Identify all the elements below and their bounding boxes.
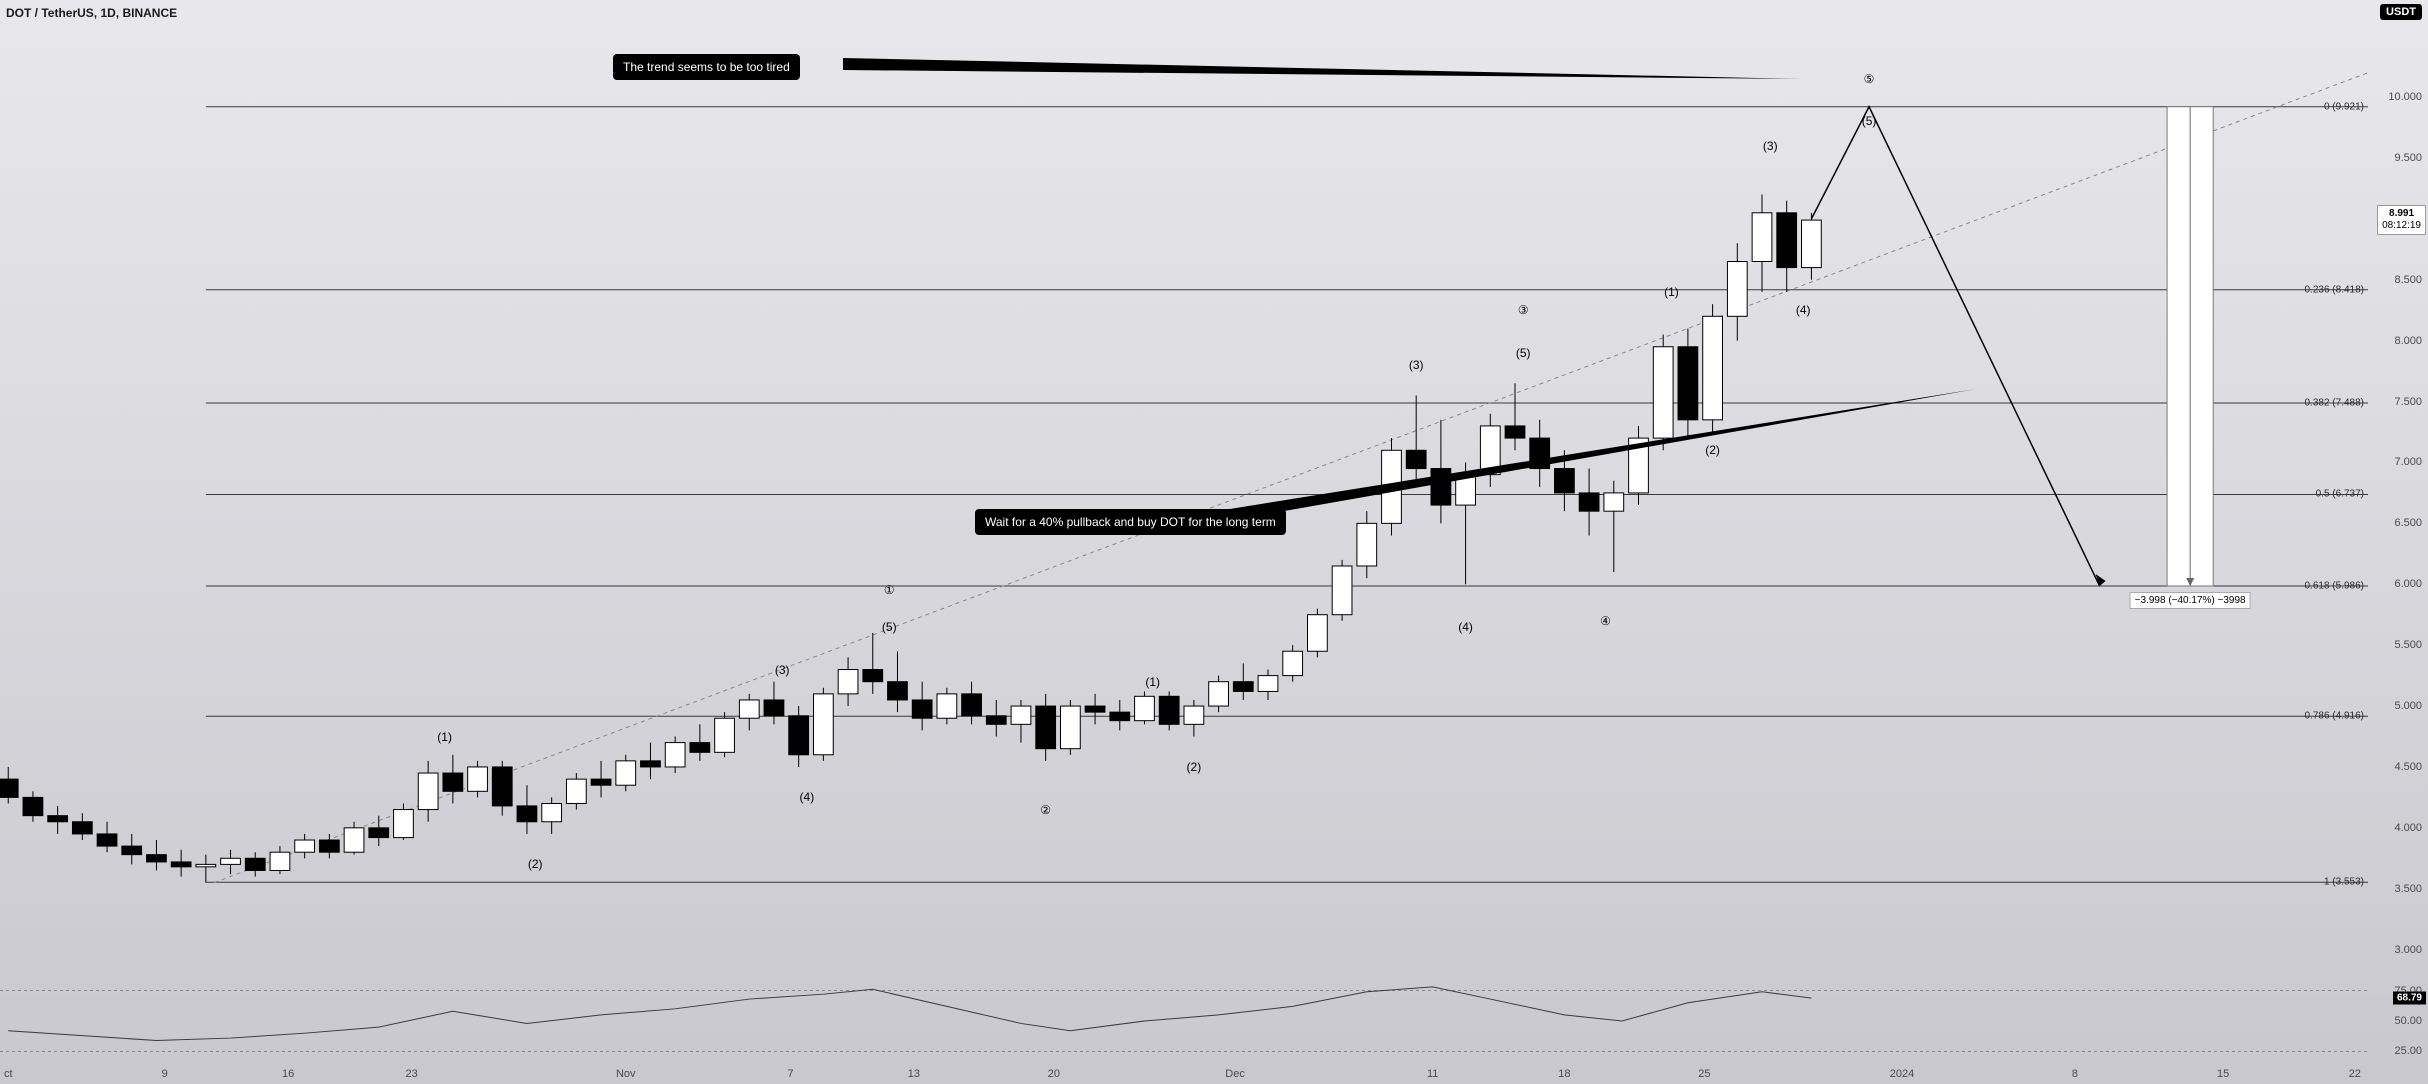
time-tick: 20 bbox=[1048, 1068, 1060, 1080]
rsi-tick: 50.00 bbox=[2394, 1015, 2422, 1027]
time-tick: 16 bbox=[282, 1068, 294, 1080]
fib-label: 0.5 (6.737) bbox=[2316, 489, 2364, 500]
wave-label: (5) bbox=[1516, 346, 1531, 360]
wave-label: ⑤ bbox=[1864, 72, 1875, 86]
rsi-panel[interactable] bbox=[0, 982, 2368, 1060]
main-chart[interactable]: (1) (2) (3) (4) (5) ① ② (1) (2) (3) (4) (5) ③ ④ (1) (2)… bbox=[0, 24, 2368, 974]
fib-label: 0.618 (5.986) bbox=[2305, 580, 2365, 591]
wave-label: (3) bbox=[775, 663, 790, 677]
price-tick: 4.000 bbox=[2394, 822, 2422, 834]
time-tick: ct bbox=[4, 1068, 13, 1080]
price-tick: 3.500 bbox=[2394, 883, 2422, 895]
last-price-flag: 8.99108:12:19 bbox=[2377, 205, 2426, 235]
time-tick: 25 bbox=[1698, 1068, 1710, 1080]
wave-label: (4) bbox=[1458, 620, 1473, 634]
fib-label: 1 (3.553) bbox=[2324, 877, 2364, 888]
time-tick: 11 bbox=[1427, 1068, 1438, 1080]
wave-label: (3) bbox=[1409, 358, 1424, 372]
time-tick: 22 bbox=[2349, 1068, 2361, 1080]
wave-label: (5) bbox=[1862, 114, 1877, 128]
chart-title: DOT / TetherUS, 1D, BINANCE bbox=[6, 6, 177, 20]
time-tick: Nov bbox=[616, 1068, 636, 1080]
wave-label: (5) bbox=[882, 620, 897, 634]
wave-label: (2) bbox=[1705, 443, 1720, 457]
time-tick: Dec bbox=[1225, 1068, 1245, 1080]
currency-badge: USDT bbox=[2380, 4, 2422, 20]
wave-label: (1) bbox=[437, 730, 452, 744]
wave-label: (4) bbox=[1796, 303, 1811, 317]
fib-label: 0.236 (8.418) bbox=[2305, 284, 2365, 295]
price-tick: 8.000 bbox=[2394, 335, 2422, 347]
price-axis: 3.000 3.500 4.000 4.500 5.000 5.500 6.000 6.500… bbox=[2368, 24, 2428, 974]
price-tick: 7.000 bbox=[2394, 456, 2422, 468]
rsi-axis: 25.0050.0075.0068.79 bbox=[2368, 982, 2428, 1060]
wave-label: ② bbox=[1040, 803, 1051, 817]
wave-label: (4) bbox=[800, 790, 815, 804]
time-tick: 8 bbox=[2072, 1068, 2078, 1080]
price-tick: 5.500 bbox=[2394, 639, 2422, 651]
time-tick: 15 bbox=[2217, 1068, 2229, 1080]
measurement-label: −3.998 (−40.17%) −3998 bbox=[2130, 592, 2251, 609]
wave-label: (1) bbox=[1145, 675, 1160, 689]
price-tick: 4.500 bbox=[2394, 761, 2422, 773]
wave-label: (2) bbox=[528, 857, 543, 871]
price-tick: 8.500 bbox=[2394, 274, 2422, 286]
price-tick: 3.000 bbox=[2394, 944, 2422, 956]
price-tick: 9.500 bbox=[2394, 152, 2422, 164]
time-tick: 18 bbox=[1558, 1068, 1570, 1080]
wave-label: ① bbox=[884, 583, 895, 597]
time-tick: 9 bbox=[162, 1068, 168, 1080]
time-tick: 2024 bbox=[1890, 1068, 1914, 1080]
price-tick: 7.500 bbox=[2394, 396, 2422, 408]
price-tick: 6.500 bbox=[2394, 517, 2422, 529]
price-tick: 6.000 bbox=[2394, 578, 2422, 590]
rsi-tick: 25.00 bbox=[2394, 1045, 2422, 1057]
annotation-callout: The trend seems to be too tired bbox=[613, 54, 800, 80]
price-tick: 10.000 bbox=[2388, 91, 2422, 103]
annotation-callout: Wait for a 40% pullback and buy DOT for … bbox=[975, 509, 1286, 535]
time-axis: ct 9 16 23 Nov 7 13 20 Dec 11 18 25 2024 8 15 22 bbox=[0, 1062, 2368, 1084]
wave-label: ③ bbox=[1518, 303, 1529, 317]
fib-label: 0.786 (4.916) bbox=[2305, 711, 2365, 722]
time-tick: 7 bbox=[787, 1068, 793, 1080]
fib-label: 0 (9.921) bbox=[2324, 101, 2364, 112]
wave-label: (2) bbox=[1187, 760, 1202, 774]
time-tick: 23 bbox=[406, 1068, 418, 1080]
rsi-value-flag: 68.79 bbox=[2393, 992, 2426, 1005]
price-tick: 5.000 bbox=[2394, 700, 2422, 712]
wave-label: ④ bbox=[1600, 614, 1611, 628]
wave-label: (3) bbox=[1763, 139, 1778, 153]
fib-label: 0.382 (7.488) bbox=[2305, 398, 2365, 409]
wave-label: (1) bbox=[1664, 285, 1679, 299]
time-tick: 13 bbox=[908, 1068, 920, 1080]
